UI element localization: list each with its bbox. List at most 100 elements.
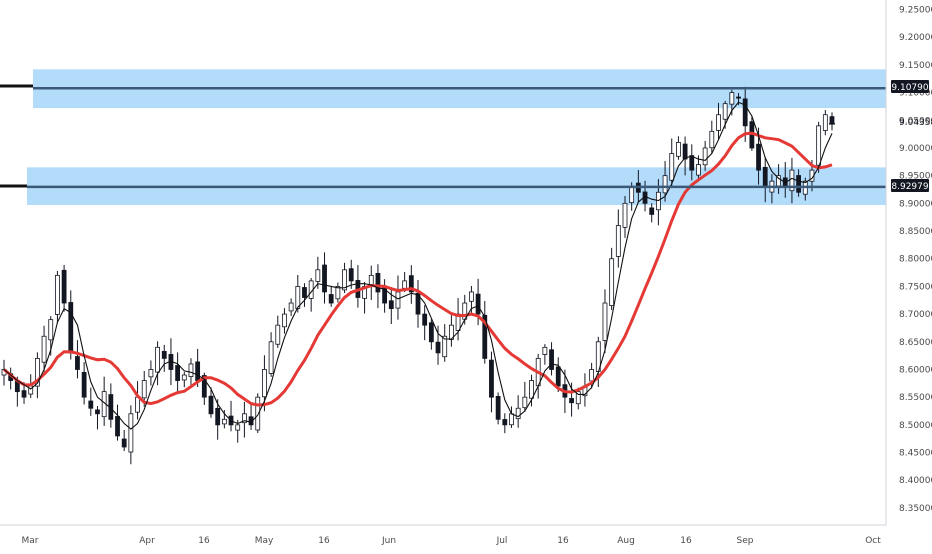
candle-body (555, 366, 561, 387)
y-tick-label: 9.15000 (899, 61, 932, 71)
x-tick-label: Aug (617, 536, 635, 546)
candle-body (649, 207, 655, 215)
candle-body (21, 390, 27, 398)
upper-level-badge-bg (891, 80, 929, 93)
candle-body (422, 313, 428, 326)
candle-body (348, 268, 354, 282)
y-tick-label: 8.35000 (899, 504, 932, 514)
candle-body (275, 324, 281, 345)
x-tick-label: Mar (22, 536, 39, 546)
candle-body (676, 142, 681, 157)
candle-body (48, 319, 54, 341)
candle-body (762, 166, 768, 188)
x-tick-label: Oct (865, 536, 881, 546)
candle-body (141, 380, 147, 399)
candle-body (549, 349, 554, 370)
candle-body (75, 356, 80, 370)
candle-body (475, 293, 481, 315)
candle-body (495, 396, 501, 420)
y-tick-label: 9.00000 (899, 144, 932, 154)
candle-body (161, 351, 167, 359)
candle-body (368, 274, 374, 286)
candle-body (41, 335, 47, 363)
candle-body (469, 291, 474, 302)
x-tick-label: Jul (496, 536, 508, 546)
candle-body (135, 396, 140, 413)
candle-body (128, 413, 134, 453)
x-tick-label: 16 (680, 536, 692, 546)
candle-body (288, 302, 294, 312)
candle-body (709, 130, 715, 149)
candle-body (575, 391, 581, 405)
candle-body (388, 300, 394, 309)
candle-body (589, 369, 595, 382)
candle-body (175, 365, 181, 381)
candle-body (682, 143, 688, 160)
candle-body (448, 324, 454, 340)
candle-body (68, 302, 74, 354)
candle-body (408, 275, 414, 293)
x-tick-label: 16 (557, 536, 569, 546)
y-tick-label: 8.80000 (899, 255, 932, 265)
candle-body (489, 359, 494, 398)
y-tick-label: 8.90000 (899, 199, 932, 209)
y-tick-label: 8.40000 (899, 476, 932, 486)
candle-body (689, 155, 695, 171)
candle-body (742, 98, 748, 127)
candle-body (569, 398, 574, 404)
candle-body (335, 286, 341, 300)
x-axis: Mar Apr 16 May 16 Jun Jul 16 Aug 16 Sep Oct (22, 536, 882, 546)
candle-body (609, 258, 615, 306)
candle-body (542, 346, 548, 355)
candle-body (729, 92, 735, 105)
y-axis: 9.25000 9.20000 9.15000 9.10000 9.05000 9.000… (899, 6, 932, 514)
candle-body (816, 125, 822, 166)
candle-body (188, 363, 194, 377)
candle-body (282, 313, 287, 328)
candle-body (88, 400, 94, 409)
slow-moving-average-line (3, 131, 833, 407)
candle-body (255, 396, 261, 431)
y-tick-label: 8.55000 (899, 393, 932, 403)
x-tick-label: Apr (139, 536, 155, 546)
candle-body (235, 424, 241, 431)
candle-body (428, 322, 434, 343)
candle-body (502, 419, 508, 426)
candle-body (615, 225, 621, 257)
y-tick-label: 8.50000 (899, 421, 932, 431)
candle-body (696, 164, 701, 176)
last-price-label: 9.04358 (899, 118, 932, 128)
level-lines (27, 86, 886, 189)
support-resistance-zones (27, 69, 886, 206)
candle-body (215, 407, 221, 426)
candle-body (716, 114, 721, 131)
candle-body (195, 361, 201, 381)
candle-body (482, 314, 488, 359)
candle-body (375, 272, 381, 293)
candle-body (315, 269, 321, 282)
lower-level-value: 8.92979 (891, 182, 928, 192)
candle-body (529, 380, 534, 399)
x-tick-label: May (255, 536, 274, 546)
y-tick-label: 8.85000 (899, 227, 932, 237)
candle-body (829, 116, 835, 124)
x-tick-label: Jun (381, 536, 396, 546)
candle-body (121, 438, 127, 448)
upper-level-value: 9.10790 (891, 83, 928, 93)
fast-moving-average-line (3, 101, 833, 430)
candle-body (61, 269, 67, 304)
candle-body (629, 186, 635, 204)
candle-body (268, 341, 274, 374)
candle-body (442, 335, 448, 358)
candle-body (822, 114, 828, 131)
candle-body (602, 302, 608, 341)
candle-body (181, 374, 187, 381)
candle-body (295, 286, 301, 309)
x-tick-label: 16 (198, 536, 210, 546)
candle-body (55, 274, 60, 315)
lower-level-badge: 8.92979 (891, 179, 929, 192)
candle-body (342, 269, 347, 291)
candle-body (756, 143, 761, 171)
